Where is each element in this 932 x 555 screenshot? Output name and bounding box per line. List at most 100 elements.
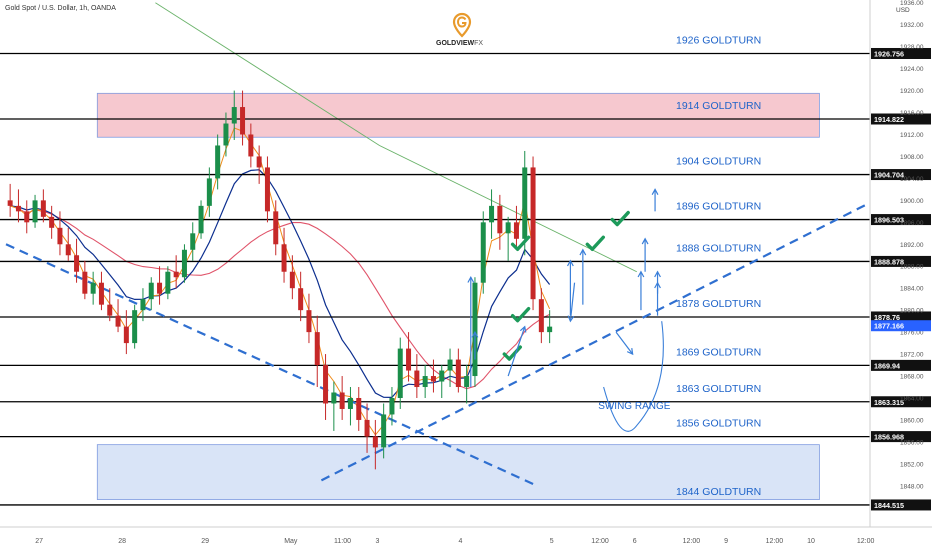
time-tick-label: 27 <box>35 538 43 545</box>
bullish-candle <box>190 222 196 261</box>
level-price-tag-text: 1904.704 <box>874 171 904 180</box>
price-axis[interactable]: 1926.756 1914.822 1904.704 1896.503 1888.878… <box>869 0 931 527</box>
level-label: 1888 GOLDTURN <box>676 242 761 254</box>
bullish-candle <box>331 381 337 431</box>
candle-body <box>430 376 436 382</box>
candle-body <box>98 282 104 305</box>
bearish-candle <box>248 123 254 168</box>
level-price-tag-text: 1878.76 <box>874 313 900 322</box>
current-price-text: 1877.166 <box>874 322 904 331</box>
level-price-tag-text: 1863.315 <box>874 398 904 407</box>
arrow-head <box>641 237 649 245</box>
direction-arrow-icon <box>641 237 649 272</box>
time-tick-label: 5 <box>550 538 554 545</box>
candle-body <box>273 211 279 245</box>
bearish-candle <box>372 419 378 470</box>
bearish-candle <box>339 376 345 420</box>
level-price-tag <box>871 214 931 226</box>
level-price-tag-text: 1888.878 <box>874 257 904 266</box>
level-price-tag <box>871 359 931 371</box>
arrow-head <box>519 325 527 333</box>
candle-body <box>7 200 13 206</box>
level-price-tag <box>871 396 931 408</box>
price-tick-label: 1856.00 <box>900 439 924 446</box>
current-price-tag <box>871 320 931 332</box>
candle-body <box>547 326 553 333</box>
bullish-candle <box>132 304 138 349</box>
candle-body <box>231 107 237 124</box>
time-tick-label: 12:00 <box>766 538 784 545</box>
check-mark-icon <box>510 306 531 323</box>
bearish-candle <box>173 255 179 289</box>
bullish-candle <box>181 244 187 283</box>
bearish-candle <box>530 156 536 311</box>
arrow-head <box>471 330 479 338</box>
candle-body <box>331 392 337 404</box>
level-label: 1904 GOLDTURN <box>676 156 761 168</box>
level-label: 1926 GOLDTURN <box>676 34 761 46</box>
bullish-candle <box>381 403 387 459</box>
candle-body <box>306 310 312 333</box>
bullish-candle <box>397 337 403 409</box>
direction-arrow-icon <box>615 331 634 356</box>
bullish-candle <box>505 216 511 261</box>
price-tick-label: 1852.00 <box>900 461 924 468</box>
level-label: 1878 GOLDTURN <box>676 298 761 310</box>
candle-body <box>406 348 412 371</box>
bearish-candle <box>314 315 320 388</box>
price-tick-label: 1848.00 <box>900 483 924 490</box>
bearish-candle <box>82 260 88 300</box>
direction-arrow-icon <box>566 259 574 316</box>
candle-body <box>364 419 370 437</box>
arrow-head <box>654 281 661 289</box>
arrow-head <box>637 270 645 278</box>
candle-body <box>281 244 287 272</box>
candle-body <box>206 178 212 206</box>
candle-body <box>115 315 121 327</box>
bearish-candle <box>40 189 46 223</box>
price-tick-label: 1932.00 <box>900 22 924 29</box>
logo-brand: GOLDVIEW <box>436 40 475 47</box>
check-mark-icon <box>585 235 605 251</box>
bearish-candle <box>323 354 329 420</box>
candle-body <box>530 167 536 300</box>
time-tick-label: 3 <box>376 538 380 545</box>
candle-body <box>40 200 46 217</box>
symbol-title: Gold Spot / U.S. Dollar, 1h, OANDA <box>5 5 116 12</box>
candle-body <box>215 145 221 179</box>
bullish-candle <box>547 310 553 344</box>
time-tick-label: 11:00 <box>334 538 351 545</box>
check-mark-icon <box>610 210 630 227</box>
direction-arrow-icon <box>467 275 475 388</box>
candle-body <box>480 222 486 283</box>
bearish-candle <box>157 266 163 305</box>
direction-arrow-icon <box>651 188 659 212</box>
arrow-shaft <box>507 326 526 377</box>
candle-body <box>82 271 88 294</box>
bullish-candle <box>439 365 445 398</box>
candle-body <box>372 436 378 448</box>
candle-body <box>198 205 204 234</box>
levels-layer: 1926 GOLDTURN 1914 GOLDTURN 1904 GOLDTURN 1… <box>0 34 870 506</box>
arrow-head <box>579 248 587 256</box>
bearish-candle <box>455 348 461 393</box>
candle-body <box>15 205 21 212</box>
candle-body <box>489 205 495 223</box>
candle-body <box>132 310 138 344</box>
price-tick-label: 1880.00 <box>900 308 924 315</box>
level-label: 1863 GOLDTURN <box>676 383 761 395</box>
level-price-tag-text: 1926.756 <box>874 49 904 58</box>
ma-long-line <box>155 2 637 273</box>
candle-body <box>513 222 519 239</box>
candle-body <box>314 332 320 366</box>
level-price-tag <box>871 255 931 267</box>
candle-body <box>24 211 30 223</box>
price-tick-label: 1868.00 <box>900 374 924 381</box>
bearish-candle <box>49 205 55 239</box>
price-tick-label: 1896.00 <box>900 220 924 227</box>
candle-body <box>414 370 420 388</box>
time-axis[interactable]: 27 28 29 May 11:00 3 4 5 12:00 6 12:00 9 12:00 10 12:0… <box>0 526 932 545</box>
price-tick-label: 1912.00 <box>900 132 924 139</box>
